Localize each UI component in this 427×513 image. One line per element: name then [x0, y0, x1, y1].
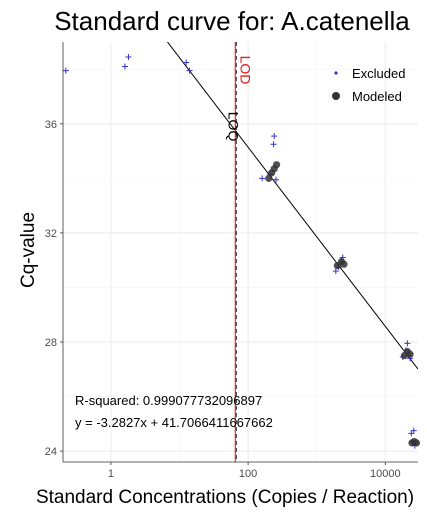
excluded-point — [404, 340, 411, 347]
excluded-point — [272, 176, 279, 183]
reference-lines — [166, 42, 418, 462]
legend: Excluded Modeled — [332, 66, 405, 104]
excluded-point — [270, 141, 277, 148]
x-tick-label: 1 — [108, 468, 114, 480]
equation-annotation: y = -3.2827x + 41.7066411667662 — [75, 415, 273, 430]
x-tick-label: 100 — [239, 468, 257, 480]
excluded-point — [186, 67, 193, 74]
legend-modeled-marker — [332, 92, 340, 100]
modeled-point — [412, 439, 421, 447]
modeled-point — [340, 260, 348, 268]
legend-excluded-label: Excluded — [352, 66, 405, 81]
excluded-point — [332, 268, 339, 275]
excluded-point — [410, 427, 417, 434]
x-tick-label: 10000 — [370, 468, 401, 480]
legend-modeled-label: Modeled — [352, 89, 402, 104]
excluded-point — [271, 133, 278, 140]
lod-label: LOD — [237, 56, 253, 85]
excluded-point — [183, 59, 190, 66]
regression-line — [166, 42, 418, 370]
excluded-point — [125, 54, 132, 60]
y-tick-label: 32 — [45, 228, 57, 240]
chart-title: Standard curve for: A.catenella — [54, 6, 410, 36]
legend-excluded-marker — [334, 71, 338, 75]
modeled-point — [265, 174, 273, 182]
y-tick-label: 28 — [45, 337, 57, 349]
modeled-point — [272, 161, 281, 169]
y-tick-label: 24 — [45, 446, 57, 458]
data-points — [62, 54, 421, 449]
y-axis-title: Cq-value — [18, 212, 39, 288]
excluded-point — [62, 67, 69, 74]
excluded-point — [121, 63, 128, 70]
excluded-point — [259, 175, 266, 182]
loq-label: LOQ — [225, 112, 241, 142]
grid — [63, 42, 418, 462]
x-axis-title: Standard Concentrations (Copies / Reacti… — [36, 487, 414, 508]
axes: LOD LOQ 24 28 32 36 1 100 10000 — [45, 42, 418, 480]
modeled-point — [406, 350, 414, 358]
r-squared-annotation: R-squared: 0.999077732096897 — [75, 393, 262, 408]
y-tick-label: 36 — [45, 119, 57, 131]
